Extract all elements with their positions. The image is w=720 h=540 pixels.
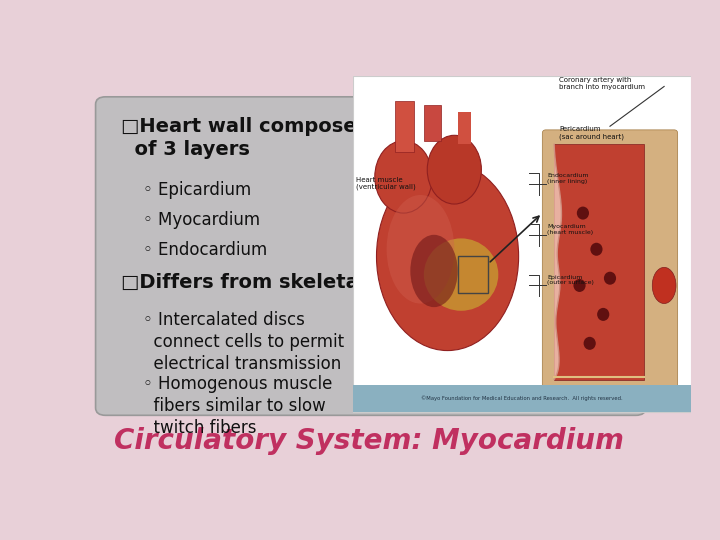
Text: Circulatory System: Myocardium: Circulatory System: Myocardium <box>114 427 624 455</box>
Bar <box>424 105 441 141</box>
Text: Heart muscle
(ventricular wall): Heart muscle (ventricular wall) <box>356 177 416 191</box>
Ellipse shape <box>424 238 498 310</box>
Bar <box>458 256 488 293</box>
Text: Endocardium
(inner lining): Endocardium (inner lining) <box>547 173 589 184</box>
Text: Pericardium
(sac around heart): Pericardium (sac around heart) <box>559 126 624 140</box>
Bar <box>554 144 644 380</box>
Ellipse shape <box>652 267 676 303</box>
Ellipse shape <box>375 141 432 213</box>
Polygon shape <box>554 144 562 380</box>
Circle shape <box>584 337 595 350</box>
Ellipse shape <box>387 195 454 303</box>
Ellipse shape <box>410 235 458 307</box>
Circle shape <box>577 207 589 220</box>
Circle shape <box>590 243 603 256</box>
Ellipse shape <box>427 136 482 204</box>
Text: ©Mayo Foundation for Medical Education and Research.  All rights reserved.: ©Mayo Foundation for Medical Education a… <box>421 396 623 402</box>
Text: ◦ Endocardium: ◦ Endocardium <box>143 241 267 259</box>
Text: □Differs from skeletal: □Differs from skeletal <box>121 273 365 292</box>
Text: ◦ Intercalated discs
  connect cells to permit
  electrical transmission: ◦ Intercalated discs connect cells to pe… <box>143 310 344 373</box>
Text: ◦ Epicardium: ◦ Epicardium <box>143 181 251 199</box>
Text: ◦ Homogenous muscle
  fibers similar to slow
  twitch fibers: ◦ Homogenous muscle fibers similar to sl… <box>143 375 333 437</box>
Text: Coronary artery with
branch into myocardium: Coronary artery with branch into myocard… <box>559 77 645 90</box>
Text: Epicardium
(outer surface): Epicardium (outer surface) <box>547 275 594 286</box>
Bar <box>395 101 414 152</box>
FancyBboxPatch shape <box>542 130 678 390</box>
Circle shape <box>597 308 609 321</box>
Bar <box>458 112 471 144</box>
Text: ◦ Myocardium: ◦ Myocardium <box>143 211 260 229</box>
Text: □Heart wall composed
  of 3 layers: □Heart wall composed of 3 layers <box>121 117 370 159</box>
FancyBboxPatch shape <box>96 97 646 415</box>
Ellipse shape <box>377 163 518 350</box>
Circle shape <box>604 272 616 285</box>
Bar <box>353 385 691 412</box>
Text: Myocardium
(heart muscle): Myocardium (heart muscle) <box>547 224 593 235</box>
Circle shape <box>573 279 585 292</box>
